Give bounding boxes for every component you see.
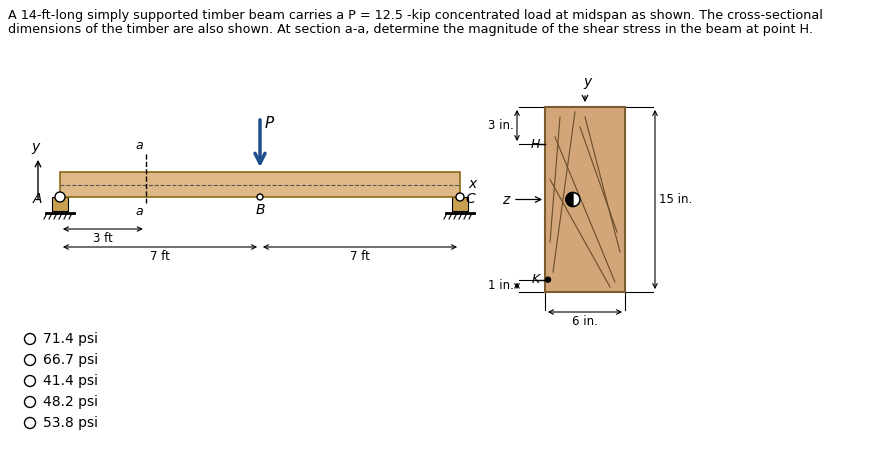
Text: P: P xyxy=(265,116,274,131)
Circle shape xyxy=(24,333,36,345)
Text: z: z xyxy=(502,192,509,206)
Circle shape xyxy=(24,417,36,429)
Text: C: C xyxy=(465,192,475,206)
Text: 71.4 psi: 71.4 psi xyxy=(43,332,98,346)
Text: y: y xyxy=(30,140,39,154)
Wedge shape xyxy=(566,192,573,206)
Circle shape xyxy=(546,277,550,282)
Text: A 14-ft-long simply supported timber beam carries a P = 12.5 -kip concentrated l: A 14-ft-long simply supported timber bea… xyxy=(8,9,823,22)
Text: H: H xyxy=(530,137,540,150)
Bar xyxy=(452,197,468,211)
Text: 66.7 psi: 66.7 psi xyxy=(43,353,99,367)
Bar xyxy=(60,172,460,197)
Text: 15 in.: 15 in. xyxy=(659,193,693,206)
Wedge shape xyxy=(573,192,580,206)
Circle shape xyxy=(456,193,464,201)
Text: 41.4 psi: 41.4 psi xyxy=(43,374,98,388)
Text: 7 ft: 7 ft xyxy=(350,250,370,263)
Text: 3 in.: 3 in. xyxy=(488,119,514,132)
Circle shape xyxy=(24,375,36,387)
Text: B: B xyxy=(255,203,264,217)
Text: a: a xyxy=(135,205,142,218)
Text: 48.2 psi: 48.2 psi xyxy=(43,395,98,409)
Text: 3 ft: 3 ft xyxy=(93,232,113,245)
Bar xyxy=(52,197,68,211)
Text: 1 in.: 1 in. xyxy=(488,279,514,292)
Bar xyxy=(545,107,625,292)
Text: 53.8 psi: 53.8 psi xyxy=(43,416,98,430)
Text: x: x xyxy=(468,177,477,191)
Circle shape xyxy=(257,194,263,200)
Text: A: A xyxy=(32,192,42,206)
Text: K: K xyxy=(531,273,540,286)
Text: dimensions of the timber are also shown. At section a-a, determine the magnitude: dimensions of the timber are also shown.… xyxy=(8,23,813,36)
Text: a: a xyxy=(135,139,142,152)
Circle shape xyxy=(24,354,36,366)
Circle shape xyxy=(55,192,65,202)
Text: 7 ft: 7 ft xyxy=(150,250,170,263)
Text: y: y xyxy=(583,75,591,89)
Circle shape xyxy=(24,396,36,408)
Text: 6 in.: 6 in. xyxy=(572,315,598,328)
